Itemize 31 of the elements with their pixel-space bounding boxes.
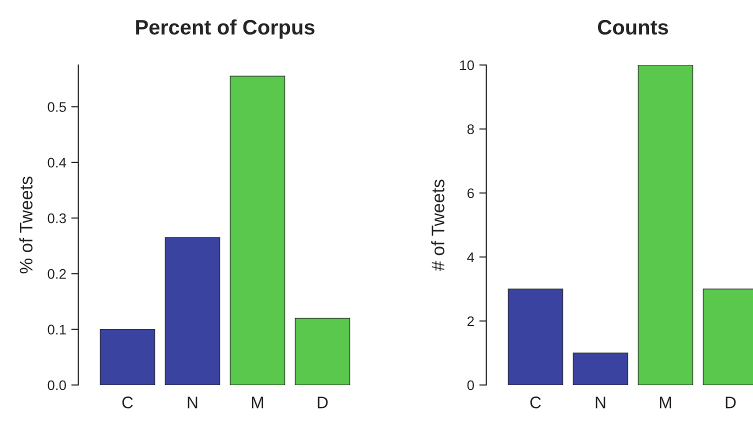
x-tick-label: C — [530, 396, 541, 408]
y-tick-label: 0.2 — [48, 269, 66, 279]
x-tick-label: M — [252, 396, 264, 408]
y-tick-label: 0.5 — [48, 102, 66, 112]
bar — [572, 352, 628, 385]
bar — [100, 329, 156, 385]
y-tick-label: 0.0 — [48, 380, 66, 390]
bar — [164, 237, 220, 385]
y-tick-label: 8 — [467, 124, 474, 134]
y-tick-label: 4 — [467, 252, 474, 262]
x-tick-label: N — [188, 396, 198, 408]
y-axis-title: % of Tweets — [19, 176, 33, 274]
chart-title: Percent of Corpus — [136, 19, 314, 39]
x-tick-label: D — [726, 396, 736, 408]
y-tick-label: 2 — [468, 316, 474, 326]
y-tick-label: 0.4 — [48, 158, 66, 168]
y-tick-label: 10 — [460, 60, 474, 70]
x-tick-label: C — [122, 396, 133, 408]
x-tick-label: D — [318, 396, 328, 408]
y-tick-label: 6 — [468, 188, 474, 198]
y-axis-title: # of Tweets — [431, 180, 444, 271]
bar — [638, 65, 694, 385]
y-tick-label: 0.3 — [48, 213, 66, 224]
x-tick-label: N — [596, 396, 606, 408]
bar — [294, 318, 350, 385]
y-tick-label: 0 — [467, 380, 474, 390]
bar — [230, 76, 286, 385]
chart-title: Counts — [598, 20, 668, 35]
y-tick-label: 0.1 — [48, 324, 66, 335]
bar — [508, 288, 564, 385]
x-tick-label: M — [660, 396, 672, 408]
